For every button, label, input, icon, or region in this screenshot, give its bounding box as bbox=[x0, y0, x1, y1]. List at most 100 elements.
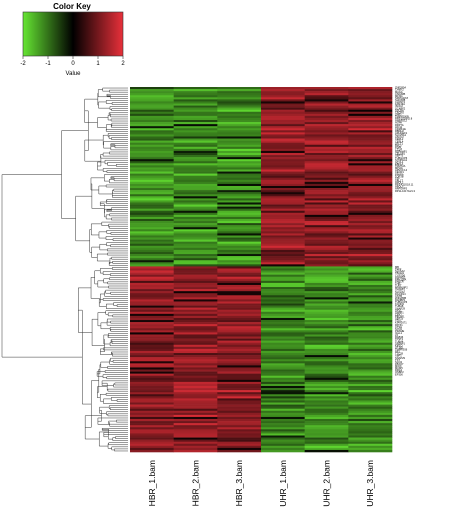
heatmap-cell bbox=[348, 202, 393, 205]
row-label: CHEK2 bbox=[395, 88, 404, 92]
heatmap-cell bbox=[173, 396, 218, 399]
heatmap-cell bbox=[261, 134, 305, 137]
color-key-bar bbox=[22, 11, 124, 57]
heatmap-cell bbox=[261, 194, 305, 197]
dendrogram-branch bbox=[116, 419, 128, 423]
heatmap-cell bbox=[173, 163, 218, 166]
heatmap-cell bbox=[173, 338, 218, 341]
heatmap-cell bbox=[217, 375, 262, 379]
heatmap-cell bbox=[217, 258, 262, 261]
heatmap-cell bbox=[173, 291, 218, 294]
heatmap-cell bbox=[348, 169, 393, 172]
heatmap-cell bbox=[217, 396, 262, 399]
color-key-xlabel: Value bbox=[66, 71, 82, 77]
heatmap-cell bbox=[348, 301, 393, 304]
row-label: ASPHD2 bbox=[395, 275, 406, 279]
heatmap-cell bbox=[130, 115, 174, 119]
color-key-tick-label: -2 bbox=[20, 61, 26, 67]
dendrogram-branch bbox=[112, 314, 128, 318]
heatmap-cell bbox=[348, 210, 393, 214]
heatmap-cell bbox=[217, 346, 262, 350]
heatmap-cell bbox=[130, 256, 174, 259]
row-label: APOL3 bbox=[395, 185, 404, 189]
heatmap-cell bbox=[130, 103, 174, 106]
heatmap-cell bbox=[261, 369, 305, 372]
heatmap-cell bbox=[348, 404, 393, 407]
heatmap-cell bbox=[304, 208, 349, 212]
heatmap-cell bbox=[261, 128, 305, 131]
heatmap-cell bbox=[261, 93, 305, 96]
heatmap-cell bbox=[173, 441, 218, 445]
heatmap-cell bbox=[304, 161, 349, 164]
heatmap-cell bbox=[130, 245, 174, 249]
heatmap-cell bbox=[130, 223, 174, 226]
heatmap-cell bbox=[130, 379, 174, 383]
heatmap-cell bbox=[217, 202, 262, 205]
heatmap-cell bbox=[348, 142, 393, 146]
heatmap-cell bbox=[130, 204, 174, 207]
heatmap-cell bbox=[261, 243, 305, 247]
heatmap-cell bbox=[130, 268, 174, 271]
heatmap-cell bbox=[304, 423, 349, 426]
dendrogram-branch bbox=[100, 322, 111, 330]
heatmap-cell bbox=[261, 165, 305, 168]
heatmap-cell bbox=[261, 210, 305, 214]
row-label: TMEM200B bbox=[395, 115, 409, 119]
row-label: EBF1A bbox=[395, 162, 403, 166]
heatmap-cell bbox=[173, 243, 218, 247]
heatmap-cell bbox=[348, 132, 393, 135]
heatmap-cell bbox=[217, 235, 262, 238]
heatmap-cell bbox=[304, 200, 349, 203]
heatmap-cell bbox=[217, 332, 262, 335]
heatmap-cell bbox=[173, 91, 218, 94]
row-label: DSCR6 bbox=[395, 108, 404, 112]
heatmap-cell bbox=[217, 173, 262, 176]
dendrogram-branch bbox=[111, 340, 128, 344]
heatmap-cell bbox=[348, 305, 393, 308]
heatmap-cell bbox=[130, 173, 174, 176]
heatmap-cell bbox=[217, 379, 262, 383]
heatmap-cell bbox=[348, 247, 393, 251]
heatmap-cell bbox=[130, 421, 174, 424]
dendrogram-branch bbox=[106, 170, 128, 173]
heatmap-cell bbox=[348, 175, 393, 179]
heatmap-cell bbox=[173, 326, 218, 329]
heatmap-cell bbox=[261, 200, 305, 203]
heatmap-cell bbox=[217, 266, 262, 269]
heatmap-cell bbox=[130, 287, 174, 290]
row-label: MCM5 bbox=[395, 366, 403, 370]
heatmap-cell bbox=[304, 122, 349, 125]
row-label: LMF1 bbox=[395, 112, 402, 116]
heatmap-cell bbox=[173, 295, 218, 298]
row-label: CERL4 bbox=[395, 139, 404, 143]
color-key-ticks: -2 -1 0 1 2 bbox=[20, 56, 125, 67]
heatmap-cell bbox=[261, 218, 305, 222]
heatmap-cell bbox=[130, 264, 174, 267]
heatmap-cell bbox=[130, 414, 174, 418]
row-label: CELSR1 bbox=[395, 152, 406, 156]
heatmap-cell bbox=[173, 266, 218, 269]
heatmap-cell bbox=[261, 132, 305, 135]
heatmap-cell bbox=[348, 136, 393, 139]
heatmap-cell bbox=[173, 371, 218, 374]
heatmap-cell bbox=[348, 437, 393, 440]
heatmap-cell bbox=[173, 126, 218, 129]
dendrogram-branch bbox=[110, 118, 128, 122]
heatmap-cell bbox=[130, 443, 174, 447]
heatmap-cell bbox=[173, 225, 218, 228]
heatmap-cell bbox=[304, 107, 349, 110]
heatmap-cell bbox=[217, 394, 262, 397]
row-label: GTCL1 bbox=[395, 160, 404, 164]
heatmap-cell bbox=[173, 303, 218, 306]
heatmap-cell bbox=[130, 291, 174, 294]
dendrogram-branch bbox=[105, 214, 112, 220]
heatmap-cell bbox=[130, 388, 174, 391]
heatmap-cell bbox=[261, 254, 305, 257]
heatmap-cell bbox=[348, 400, 393, 403]
heatmap-cell bbox=[261, 363, 305, 366]
dendrogram-branch bbox=[100, 203, 105, 214]
row-label: SYN3 bbox=[395, 327, 402, 331]
heatmap-cell bbox=[348, 206, 393, 209]
heatmap-cell bbox=[173, 95, 218, 98]
heatmap-cell bbox=[173, 185, 218, 189]
